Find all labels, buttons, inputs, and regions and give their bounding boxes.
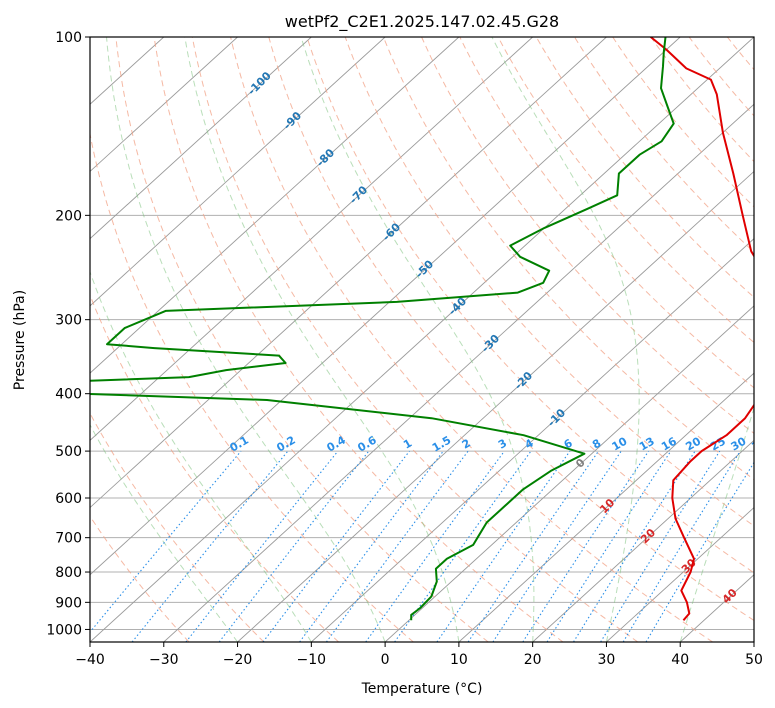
mixing-ratio-line	[645, 461, 754, 642]
isotherm-line	[90, 37, 238, 173]
plot-frame	[89, 36, 755, 643]
y-tick-label: 500	[55, 444, 82, 460]
dry-adiabat	[306, 37, 754, 574]
dry-adiabat	[191, 37, 639, 642]
x-tick-label: 50	[745, 652, 763, 668]
mixing-ratio-line	[299, 450, 444, 642]
isotherm-line	[384, 305, 754, 642]
dry-adiabat	[382, 37, 754, 481]
mixing-ratio-label: 36	[749, 434, 769, 453]
y-tick-label: 100	[55, 30, 82, 46]
dry-adiabat	[497, 37, 754, 344]
isotherm-line	[532, 439, 754, 642]
y-tick-label: 900	[55, 595, 82, 611]
x-tick-label: −10	[297, 652, 327, 668]
x-tick-label: −40	[75, 652, 105, 668]
mixing-ratio-line	[90, 450, 242, 633]
profile-lines	[90, 37, 754, 621]
mixing-ratio-line	[467, 450, 599, 642]
x-tick-label: −30	[149, 652, 179, 668]
moist-adiabat	[90, 270, 312, 642]
isotherm-line	[606, 506, 754, 642]
x-tick-label: 20	[524, 652, 542, 668]
dry-adiabat	[574, 37, 754, 253]
isotherm-line	[90, 37, 386, 307]
dry-adiabat	[459, 37, 754, 389]
y-tick-label: 300	[55, 313, 82, 329]
y-tick-label: 400	[55, 387, 82, 403]
moist-adiabat	[184, 37, 460, 642]
isotherm-line	[90, 37, 312, 240]
x-tick-label: 30	[598, 652, 616, 668]
isotherm-line	[458, 372, 754, 642]
isotherm-line	[237, 170, 754, 642]
background-lines	[90, 37, 754, 642]
moist-adiabat	[300, 37, 535, 642]
dry-adiabat	[115, 37, 489, 642]
chart-title: wetPf2_C2E1.2025.147.02.45.G28	[285, 12, 559, 32]
isotherm-line	[163, 103, 754, 642]
y-tick-label: 800	[55, 565, 82, 581]
mixing-ratio-line	[185, 450, 339, 642]
isotherm-line	[90, 37, 681, 576]
y-tick-label: 700	[55, 531, 82, 547]
moist-adiabat	[679, 406, 754, 642]
isotherm-line	[90, 37, 460, 374]
mixing-ratio-line	[573, 450, 696, 642]
x-tick-label: 40	[671, 652, 689, 668]
mixing-ratio-line	[492, 450, 622, 642]
x-axis: −40 −30 −20 −10 0 10 20 30 40 50	[75, 642, 763, 668]
dry-adiabat	[90, 131, 414, 642]
isotherm-line	[90, 37, 607, 509]
mixing-ratio-line	[622, 450, 741, 642]
y-tick-label: 600	[55, 491, 82, 507]
y-tick-label: 1000	[46, 622, 82, 638]
y-axis-title: Pressure (hPa)	[12, 290, 28, 390]
dry-adiabat	[230, 37, 713, 642]
mixing-ratio-line	[436, 450, 571, 642]
y-tick-label: 200	[55, 208, 82, 224]
dry-adiabat	[90, 412, 265, 642]
mixing-ratio-line	[131, 450, 289, 642]
dry-adiabat	[153, 37, 564, 642]
dry-adiabat	[421, 37, 754, 434]
mixing-ratio-line	[522, 450, 650, 642]
moist-adiabat	[491, 37, 640, 642]
mixing-ratio-line	[325, 450, 469, 642]
x-tick-label: 10	[450, 652, 468, 668]
moist-adiabat	[106, 37, 386, 642]
x-axis-title: Temperature (°C)	[361, 681, 483, 697]
dry-adiabat	[268, 37, 754, 622]
isotherm-line	[90, 37, 533, 441]
dry-adiabat	[90, 293, 339, 642]
dry-adiabat	[90, 515, 190, 642]
moist-adiabat	[90, 423, 239, 642]
dewpoint-profile	[90, 37, 675, 621]
x-tick-label: 0	[381, 652, 390, 668]
isotherm-line	[311, 238, 754, 642]
y-axis: 100 200 300 400 500 600 700 800 900 1000	[46, 30, 90, 638]
mixing-ratio-line	[546, 450, 672, 642]
temperature-profile	[650, 37, 754, 621]
mixing-ratio-line	[365, 450, 505, 642]
isotherm-line	[90, 37, 754, 642]
x-tick-label: −20	[223, 652, 253, 668]
dry-adiabat	[344, 37, 754, 527]
